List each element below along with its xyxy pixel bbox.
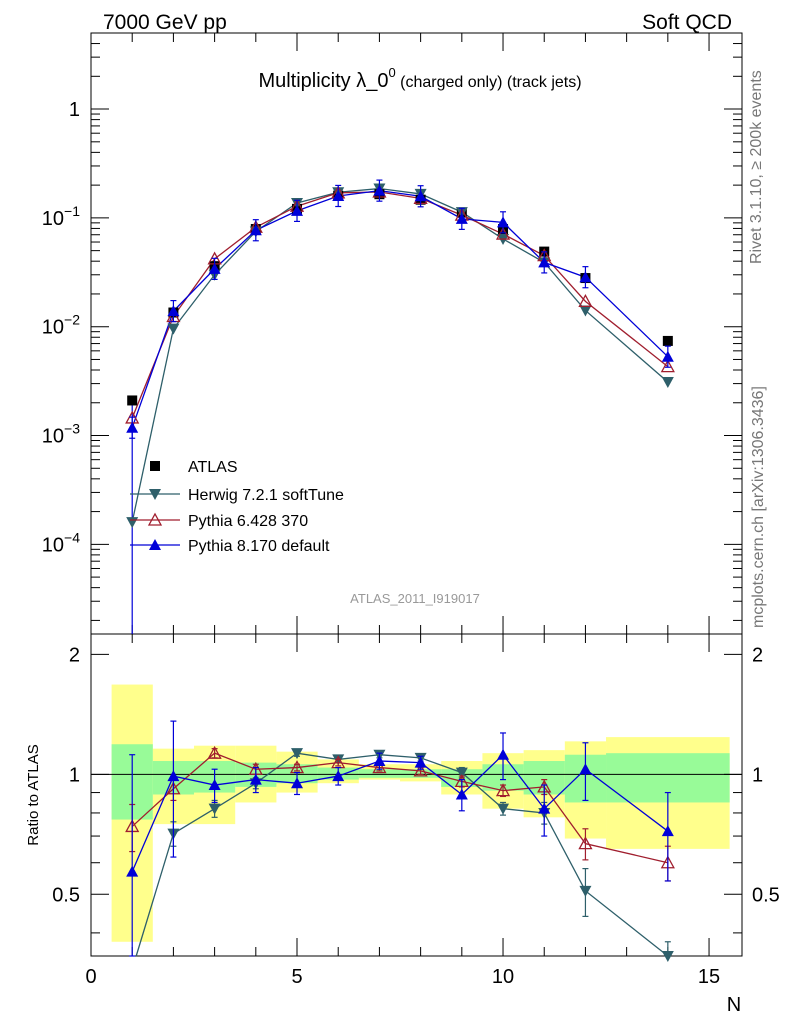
ratio-y-tick-label-left-1: 1 xyxy=(69,764,80,786)
ratio-series-1-marker-2 xyxy=(208,803,221,815)
series-3-marker-11 xyxy=(579,271,592,283)
legend-label-1: Herwig 7.2.1 softTune xyxy=(188,487,344,504)
main-y-tick-label-0: 10−4 xyxy=(42,529,80,556)
band-green-6 xyxy=(358,769,401,778)
main-plot-series xyxy=(125,179,675,634)
ratio-series-1-marker-11 xyxy=(579,885,592,897)
ratio-series-3-marker-2 xyxy=(208,779,221,791)
ratio-series-3-marker-11 xyxy=(579,763,592,775)
mcplots-url-label: mcplots.cern.ch [arXiv:1306.3436] xyxy=(750,386,767,628)
ratio-y-tick-label-left-2: 2 xyxy=(69,644,80,666)
ratio-series-3-marker-9 xyxy=(497,748,510,760)
ratio-y-tick-label-right-1: 1 xyxy=(752,764,763,786)
ratio-series-3-marker-1 xyxy=(167,770,180,782)
series-1-marker-0 xyxy=(126,517,139,529)
ratio-series-2-marker-11 xyxy=(578,836,593,850)
x-tick-label-15: 15 xyxy=(698,966,720,988)
legend: ATLAS Herwig 7.2.1 softTune Pythia 6.428 3… xyxy=(130,459,344,555)
series-3-marker-0 xyxy=(126,421,139,433)
rivet-label-group: Rivet 3.1.10, ≥ 200k events xyxy=(748,70,765,264)
legend-label-3: Pythia 8.170 default xyxy=(188,538,330,555)
series-3-marker-1 xyxy=(167,305,180,317)
main-y-tick-label-1: 10−3 xyxy=(42,421,80,448)
series-3-marker-2 xyxy=(208,262,221,274)
series-0-marker-12 xyxy=(662,335,673,346)
rivet-version-label: Rivet 3.1.10, ≥ 200k events xyxy=(748,70,765,264)
ratio-plot-series xyxy=(125,720,675,962)
plot-title-sup: 0 xyxy=(388,65,395,80)
header-category: Soft QCD xyxy=(642,11,732,34)
ratio-series-1-marker-12 xyxy=(661,951,674,962)
series-3-marker-10 xyxy=(538,256,551,268)
ratio-series-2-marker-9 xyxy=(495,783,511,797)
series-3-marker-3 xyxy=(249,224,262,236)
analysis-watermark: ATLAS_2011_I919017 xyxy=(350,591,480,606)
mcplots-label-group: mcplots.cern.ch [arXiv:1306.3436] xyxy=(750,386,767,628)
series-2-marker-11 xyxy=(578,293,593,307)
series-3-marker-5 xyxy=(332,189,345,201)
ratio-uncertainty-bands xyxy=(111,684,730,942)
legend-marker-1 xyxy=(149,489,161,500)
series-3-marker-6 xyxy=(373,184,386,196)
ratio-series-1-marker-4 xyxy=(291,748,304,760)
ratio-series-3-marker-10 xyxy=(538,802,551,814)
header-energy: 7000 GeV pp xyxy=(103,11,227,34)
ratio-series-1-marker-9 xyxy=(497,803,510,815)
plot-title-main: Multiplicity λ_0 xyxy=(258,70,388,92)
legend-marker-0 xyxy=(150,461,160,471)
series-1-marker-1 xyxy=(167,323,180,335)
ratio-series-2-marker-7 xyxy=(413,763,428,777)
ratio-series-3-marker-7 xyxy=(414,756,427,768)
ratio-y-tick-label-right-0: 0.5 xyxy=(752,884,780,906)
series-1-marker-11 xyxy=(579,305,592,317)
main-y-tick-label-3: 10−1 xyxy=(42,203,80,230)
ratio-series-3-marker-4 xyxy=(291,777,304,789)
x-axis-label: N xyxy=(727,994,741,1016)
plot-title: Multiplicity λ_00 (charged only) (track … xyxy=(258,65,581,92)
legend-label-2: Pythia 6.428 370 xyxy=(188,513,308,530)
series-3-marker-7 xyxy=(414,190,427,202)
ratio-series-2-marker-2 xyxy=(207,745,222,759)
series-2-marker-9 xyxy=(495,226,511,240)
ratio-plot-frame xyxy=(90,633,743,957)
main-y-tick-label-4: 1 xyxy=(69,99,80,121)
ratio-series-2-marker-6 xyxy=(372,760,387,774)
series-3-marker-9 xyxy=(497,216,510,228)
series-1-marker-12 xyxy=(661,377,674,389)
legend-label-0: ATLAS xyxy=(188,459,238,476)
ratio-series-3-marker-0 xyxy=(126,865,139,877)
ratio-y-tick-label-left-0: 0.5 xyxy=(52,884,80,906)
ratio-series-3-marker-5 xyxy=(332,770,345,782)
series-0-marker-0 xyxy=(127,395,138,406)
series-2-marker-12 xyxy=(660,359,675,373)
ratio-series-3-marker-3 xyxy=(249,773,262,785)
header: 7000 GeV pp Soft QCD xyxy=(103,11,732,34)
ratio-series-3-marker-12 xyxy=(661,825,674,837)
ratio-y-axis-label: Ratio to ATLAS xyxy=(25,744,42,845)
series-line-2 xyxy=(131,191,669,419)
x-tick-label-10: 10 xyxy=(492,966,514,988)
series-3-marker-8 xyxy=(455,212,468,224)
x-tick-label-5: 5 xyxy=(291,966,302,988)
ratio-y-tick-label-right-2: 2 xyxy=(752,644,763,666)
main-y-tick-label-2: 10−2 xyxy=(42,312,80,339)
axes: 10−4 10−3 10−2 10−1 1 0.5 0.5 1 1 2 2 0 5 10 15 xyxy=(42,32,780,988)
legend-marker-2 xyxy=(147,512,163,526)
series-3-marker-12 xyxy=(661,350,674,362)
plot-title-tail: (charged only) (track jets) xyxy=(396,74,582,91)
legend-marker-3 xyxy=(149,539,161,550)
ratio-series-1-marker-8 xyxy=(455,767,468,779)
ratio-series-3-marker-6 xyxy=(373,755,386,767)
series-3-marker-4 xyxy=(291,204,304,216)
x-tick-label-0: 0 xyxy=(85,966,96,988)
ratio-series-3-marker-8 xyxy=(455,788,468,800)
ratio-ylabel-group: Ratio to ATLAS xyxy=(25,744,42,845)
